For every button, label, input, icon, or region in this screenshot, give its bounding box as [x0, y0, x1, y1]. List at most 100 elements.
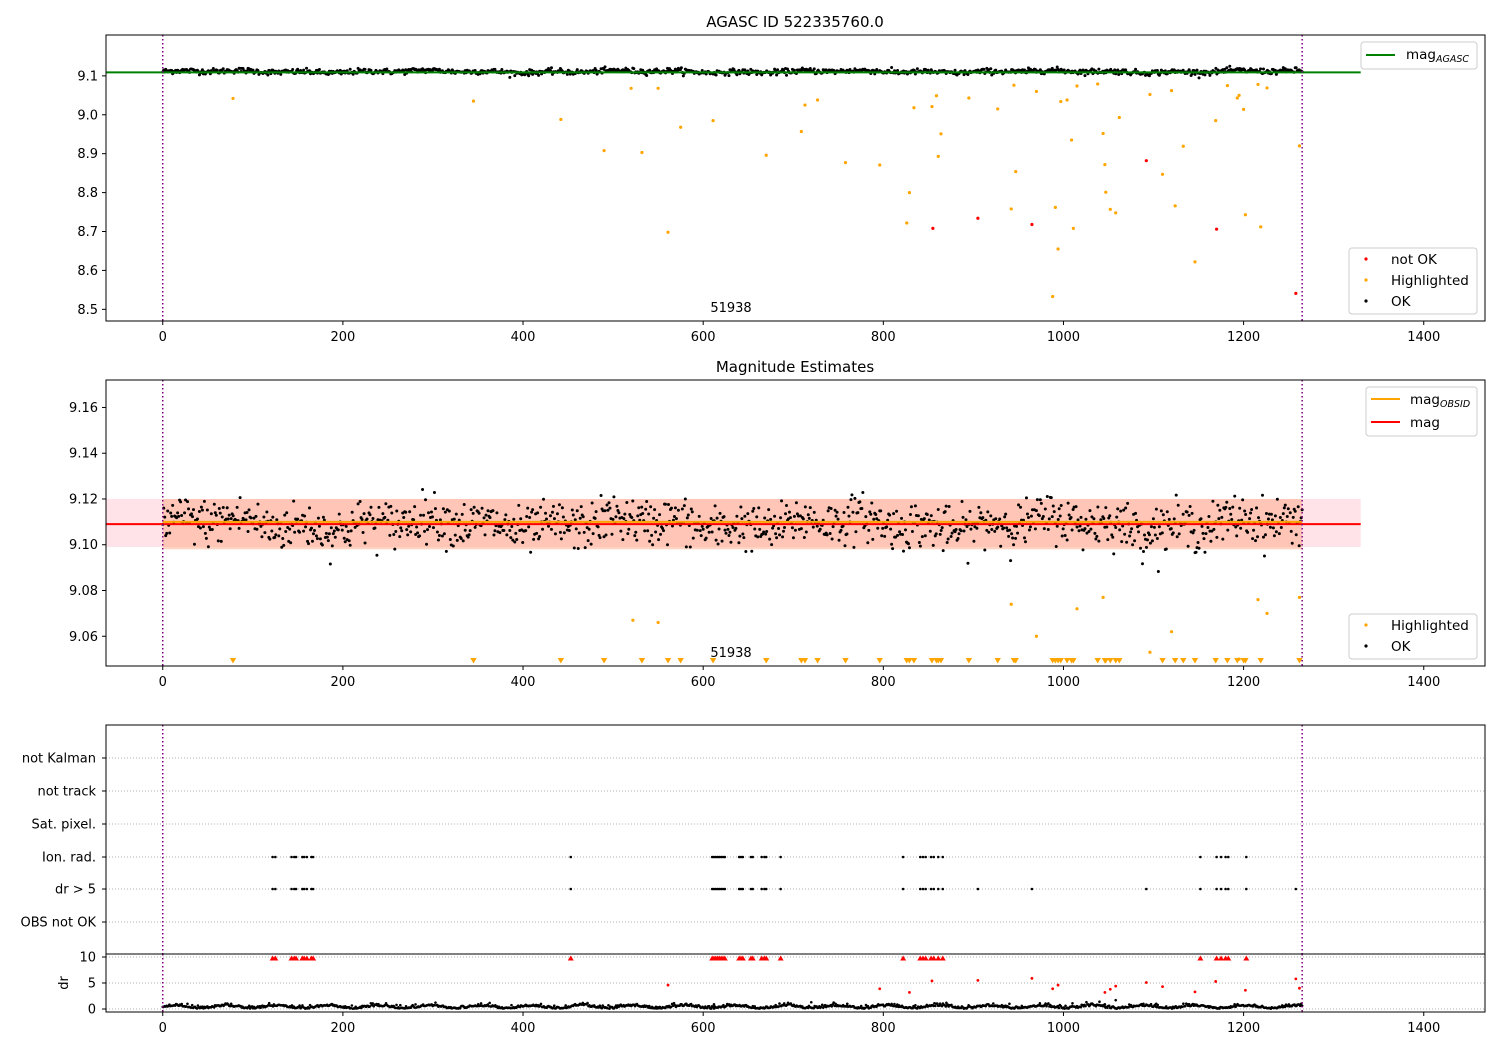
offscale-down-triangle-marker [664, 658, 672, 664]
ok-point [393, 547, 397, 551]
ok-point [1150, 539, 1154, 543]
flag-point [779, 855, 782, 859]
ok-point [879, 509, 883, 513]
offscale-down-triangle-marker [638, 658, 646, 664]
ok-point [804, 530, 808, 534]
dr-point [360, 1006, 363, 1010]
ok-point [956, 537, 960, 541]
ok-point [941, 549, 945, 553]
ok-point [751, 509, 755, 513]
ok-point [176, 511, 180, 515]
dr-not-ok-point [908, 990, 911, 994]
ok-point [442, 532, 446, 536]
y-tick-label: 9.12 [69, 492, 98, 507]
ok-point [1016, 531, 1020, 535]
ok-point [305, 66, 309, 70]
ok-point [237, 526, 241, 530]
ok-point [246, 530, 250, 534]
ok-point [1097, 539, 1101, 543]
ok-point [358, 500, 362, 504]
x-tick-label: 1200 [1227, 1021, 1260, 1036]
y-tick-label: 8.8 [77, 186, 98, 201]
highlighted-point [1056, 247, 1060, 251]
dr-point [1064, 1004, 1067, 1008]
ok-point [527, 74, 531, 78]
dr-point [1107, 1004, 1111, 1008]
ok-point [637, 506, 641, 510]
offscale-down-triangle-marker [470, 658, 477, 664]
ok-point [1274, 530, 1278, 534]
ok-point [418, 534, 422, 538]
ok-point [363, 67, 367, 71]
x-tick-label: 1000 [1047, 1021, 1080, 1036]
flag-point [932, 855, 936, 859]
ok-point [265, 510, 269, 514]
ok-point [527, 525, 531, 529]
ok-point [615, 504, 619, 508]
ok-point [962, 73, 966, 77]
dr-point [290, 1004, 294, 1007]
ok-point [1004, 512, 1008, 516]
ok-point [647, 512, 651, 516]
ok-point [627, 527, 631, 531]
ok-point [722, 515, 726, 519]
ok-point [304, 525, 308, 529]
ok-point [716, 542, 720, 546]
ok-point [598, 536, 602, 540]
ok-point [495, 511, 499, 515]
ok-point [718, 511, 722, 515]
dr-point [186, 1002, 189, 1006]
ok-point [1051, 504, 1055, 508]
flag-point [749, 855, 753, 859]
highlighted-point [1051, 294, 1055, 299]
ok-point [841, 524, 845, 528]
ok-point [1117, 73, 1121, 77]
ok-point [824, 68, 828, 72]
ok-point [902, 549, 906, 553]
ok-point [262, 515, 266, 519]
highlighted-point [1101, 131, 1105, 136]
ok-point [908, 513, 912, 517]
legend-mag-agasc-label: magAGASC [1406, 47, 1469, 65]
clipped-up-triangle-marker [1218, 955, 1225, 961]
clipped-up-triangle-marker [749, 955, 756, 961]
dr-point [368, 1005, 372, 1008]
ok-point [625, 500, 629, 504]
dr-point [845, 1002, 849, 1006]
dr-point [669, 1005, 673, 1009]
ok-point [653, 508, 657, 512]
flag-point [779, 887, 782, 891]
legend-mag-label: mag [1410, 415, 1440, 431]
highlighted-point [939, 132, 943, 136]
ok-point [466, 535, 470, 539]
ok-point [771, 526, 775, 530]
ok-point [1234, 525, 1238, 529]
ok-point [1126, 501, 1130, 505]
ok-point [593, 516, 597, 520]
ok-point [621, 538, 625, 542]
panel2-obs-annotation: 51938 [710, 646, 751, 661]
flag-point [1219, 887, 1223, 891]
ok-point [480, 506, 484, 510]
ok-point [453, 533, 457, 537]
ok-point [221, 506, 225, 510]
ok-point [226, 517, 230, 521]
dr-point [934, 1004, 937, 1008]
ok-point [965, 524, 969, 528]
ok-point [825, 533, 829, 537]
ok-point [254, 514, 258, 518]
highlighted-point [1181, 144, 1185, 148]
highlighted-point [1259, 225, 1263, 229]
legend-black-dot-icon [1364, 644, 1368, 648]
flag-point [760, 855, 764, 859]
ok-point [1204, 532, 1208, 536]
ok-point [170, 514, 174, 518]
ok-point [787, 510, 791, 514]
flag-point [918, 855, 922, 859]
ok-point [1081, 548, 1085, 552]
ok-point [199, 505, 203, 509]
ok-point [217, 507, 221, 511]
ok-point [344, 524, 348, 528]
dr-not-ok-point [1056, 983, 1060, 987]
ok-point [1108, 514, 1112, 518]
